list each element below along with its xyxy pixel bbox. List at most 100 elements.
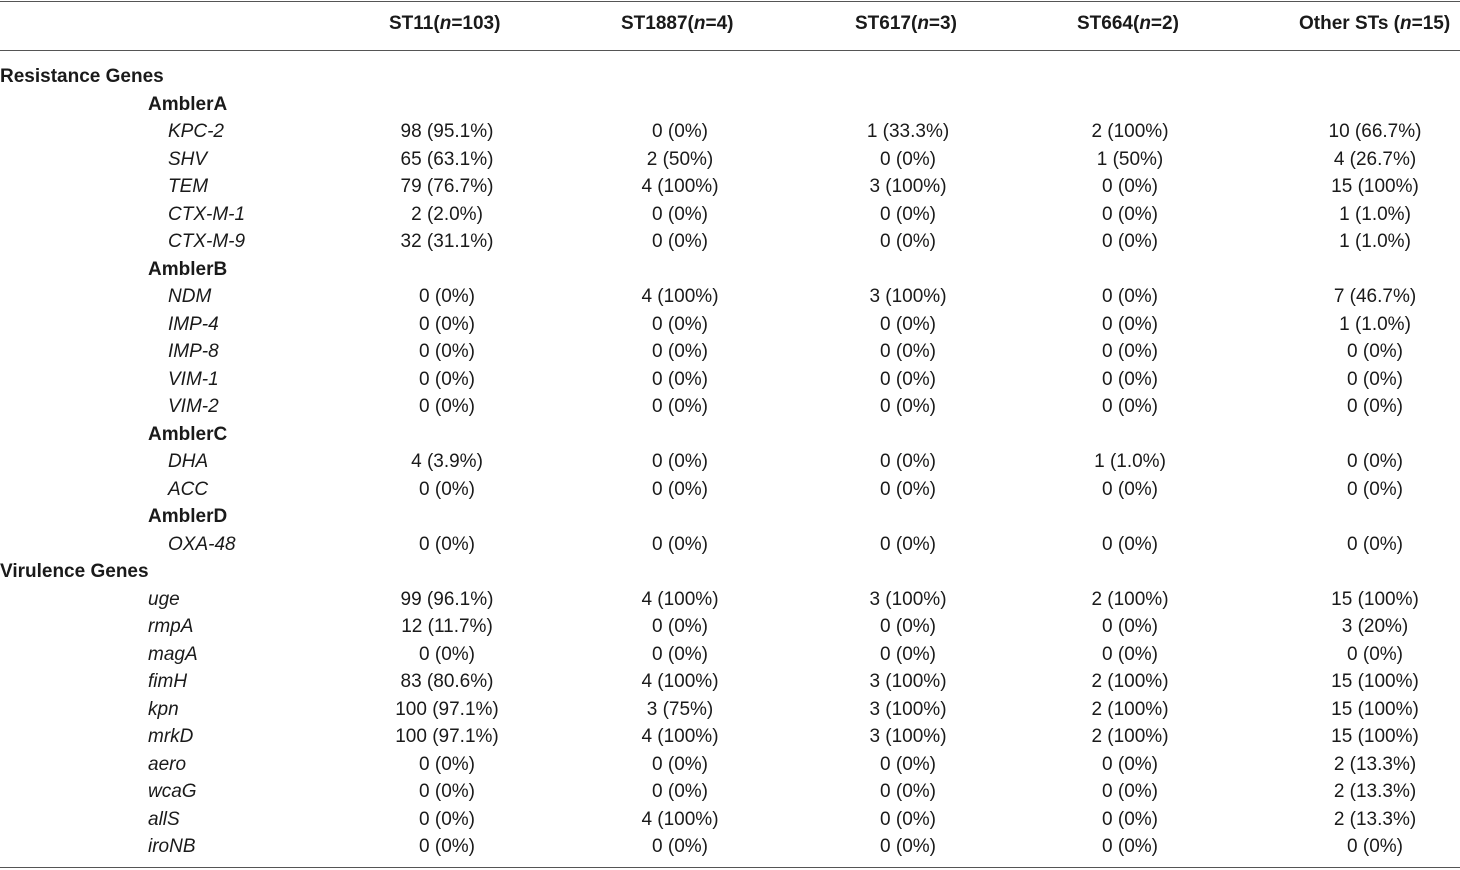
row-label: mrkD [148,726,194,747]
cell-col-3: 0 (0%) [880,341,936,362]
cell-col-5: 0 (0%) [1347,478,1403,500]
cell-col-4: 1 (50%) [1096,148,1164,170]
cell-col-3: 0 (0%) [880,533,936,555]
cell-col-5: 0 (0%) [1347,341,1403,362]
cell-col-3: 0 (0%) [880,231,936,252]
cell-col-2: 0 (0%) [652,121,708,142]
cell-col-5: 15 (100%) [1331,671,1419,692]
cell-col-1: 0 (0%) [419,808,475,830]
table-row: iroNB 0 (0%) 0 (0%) 0 (0%) 0 (0%) 0 (0%) [0,833,1460,861]
group-row: AmblerB [0,256,1460,284]
row-label: AmblerD [148,506,228,527]
cell-col-2: 4 (100%) [641,726,719,747]
cell-col-3: 0 (0%) [880,148,936,170]
cell-col-4: 0 (0%) [1102,286,1158,307]
cell-col-5: 0 (0%) [1347,451,1403,472]
cell-col-5: 2 (13.3%) [1333,753,1417,775]
row-label: allS [148,808,180,830]
row-label: uge [148,588,180,610]
row-label: OXA-48 [168,533,236,555]
cell-col-2: 0 (0%) [652,231,708,252]
row-label: IMP-8 [168,341,219,362]
cell-col-5: 15 (100%) [1331,176,1419,197]
cell-col-2: 0 (0%) [652,781,708,802]
cell-col-4: 2 (100%) [1091,726,1169,747]
table-row: OXA-48 0 (0%) 0 (0%) 0 (0%) 0 (0%) 0 (0%) [0,531,1460,559]
cell-col-1: 98 (95.1%) [400,121,494,142]
row-label: IMP-4 [168,313,219,335]
row-label: fimH [148,671,188,692]
cell-col-4: 0 (0%) [1102,203,1158,225]
cell-col-5: 2 (13.3%) [1333,808,1417,830]
table-row: IMP-8 0 (0%) 0 (0%) 0 (0%) 0 (0%) 0 (0%) [0,338,1460,366]
cell-col-1: 100 (97.1%) [395,726,499,747]
cell-col-5: 1 (1.0%) [1339,313,1411,335]
cell-col-1: 0 (0%) [419,836,475,857]
cell-col-3: 0 (0%) [880,478,936,500]
section-row: Virulence Genes [0,558,1460,586]
row-label: CTX-M-9 [168,231,246,252]
table-row: wcaG 0 (0%) 0 (0%) 0 (0%) 0 (0%) 2 (13.3%) [0,778,1460,806]
header-st11: ST11(n=103) [389,13,501,34]
cell-col-5: 15 (100%) [1331,698,1419,720]
table-row: fimH 83 (80.6%) 4 (100%) 3 (100%) 2 (100%) 15… [0,668,1460,696]
cell-col-3: 0 (0%) [880,313,936,335]
cell-col-3: 0 (0%) [880,616,936,637]
cell-col-4: 0 (0%) [1102,616,1158,637]
cell-col-5: 3 (20%) [1341,616,1409,637]
cell-col-1: 0 (0%) [419,396,475,417]
cell-col-4: 0 (0%) [1102,368,1158,390]
table-row: aero 0 (0%) 0 (0%) 0 (0%) 0 (0%) 2 (13.3%) [0,751,1460,779]
cell-col-3: 0 (0%) [880,808,936,830]
cell-col-1: 0 (0%) [419,341,475,362]
cell-col-5: 7 (46.7%) [1333,286,1417,307]
table-row: allS 0 (0%) 4 (100%) 0 (0%) 0 (0%) 2 (13.3%) [0,806,1460,834]
table-row: IMP-4 0 (0%) 0 (0%) 0 (0%) 0 (0%) 1 (1.0%) [0,311,1460,339]
cell-col-5: 10 (66.7%) [1328,121,1422,142]
row-label: magA [148,643,198,665]
table-row: rmpA 12 (11.7%) 0 (0%) 0 (0%) 0 (0%) 3 (20%) [0,613,1460,641]
cell-col-4: 0 (0%) [1102,231,1158,252]
cell-col-5: 0 (0%) [1347,368,1403,390]
row-label: AmblerB [148,258,228,280]
cell-col-5: 1 (1.0%) [1339,203,1411,225]
cell-col-2: 4 (100%) [641,176,719,197]
cell-col-5: 0 (0%) [1347,533,1403,555]
cell-col-2: 0 (0%) [652,203,708,225]
cell-col-4: 2 (100%) [1091,588,1169,610]
cell-col-5: 0 (0%) [1347,396,1403,417]
row-label: ACC [168,478,209,500]
row-label: Resistance Genes [0,66,164,87]
table-row: VIM-2 0 (0%) 0 (0%) 0 (0%) 0 (0%) 0 (0%) [0,393,1460,421]
cell-col-4: 2 (100%) [1091,698,1169,720]
cell-col-4: 0 (0%) [1102,396,1158,417]
cell-col-3: 1 (33.3%) [866,121,950,142]
cell-col-2: 4 (100%) [641,671,719,692]
cell-col-1: 0 (0%) [419,313,475,335]
cell-col-1: 32 (31.1%) [400,231,494,252]
cell-col-5: 1 (1.0%) [1339,231,1411,252]
cell-col-3: 3 (100%) [869,176,947,197]
row-label: TEM [168,176,209,197]
cell-col-3: 0 (0%) [880,753,936,775]
table-row: DHA 4 (3.9%) 0 (0%) 0 (0%) 1 (1.0%) 0 (0%) [0,448,1460,476]
header-rule [0,50,1460,51]
cell-col-1: 79 (76.7%) [400,176,494,197]
row-label: aero [148,753,187,775]
cell-col-4: 0 (0%) [1102,478,1158,500]
cell-col-3: 0 (0%) [880,643,936,665]
table-row: SHV 65 (63.1%) 2 (50%) 0 (0%) 1 (50%) 4 (26.7… [0,146,1460,174]
cell-col-1: 0 (0%) [419,643,475,665]
top-rule [0,1,1460,2]
cell-col-1: 12 (11.7%) [401,616,493,637]
cell-col-3: 0 (0%) [880,368,936,390]
cell-col-3: 0 (0%) [880,781,936,802]
row-label: NDM [168,286,212,307]
cell-col-3: 0 (0%) [880,203,936,225]
cell-col-2: 4 (100%) [641,588,719,610]
cell-col-1: 83 (80.6%) [400,671,494,692]
cell-col-4: 1 (1.0%) [1094,451,1166,472]
table-row: kpn 100 (97.1%) 3 (75%) 3 (100%) 2 (100%) 15 … [0,696,1460,724]
cell-col-2: 0 (0%) [652,753,708,775]
cell-col-4: 2 (100%) [1091,671,1169,692]
